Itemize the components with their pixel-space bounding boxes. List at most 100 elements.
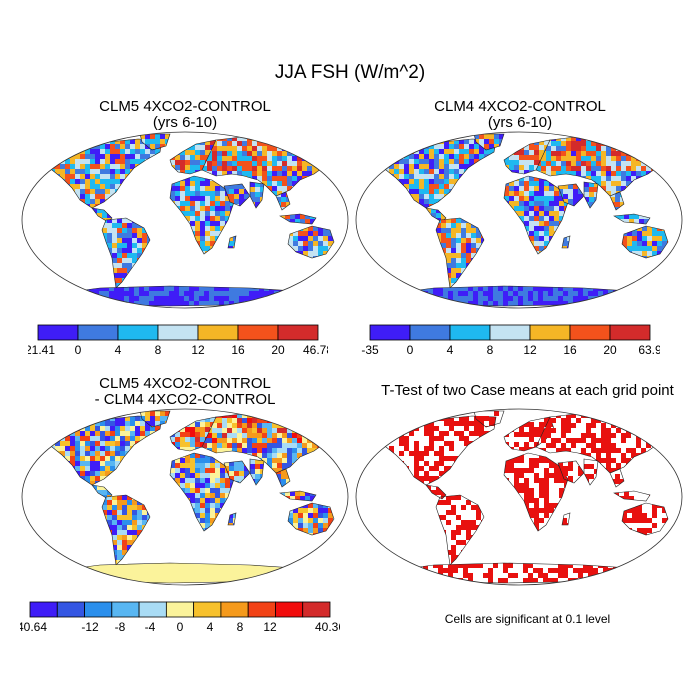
grid-cell [60, 481, 65, 485]
grid-cell [464, 416, 469, 421]
grid-cell [603, 296, 608, 301]
grid-cell [292, 146, 297, 151]
coastline-australia [287, 225, 335, 259]
grid-cell [97, 218, 102, 222]
grid-cell [210, 236, 215, 241]
grid-cell [262, 413, 267, 418]
grid-cell [327, 438, 332, 443]
grid-cell [529, 206, 534, 211]
grid-cell [559, 226, 564, 231]
grid-cell [145, 466, 150, 471]
grid-cell [534, 150, 539, 155]
grid-cell [484, 149, 489, 150]
grid-cell [544, 483, 549, 488]
grid-cell [170, 186, 175, 191]
grid-cell [484, 476, 489, 481]
grid-cell [504, 483, 509, 488]
grid-cell [150, 204, 155, 208]
grid-cell [185, 437, 190, 442]
grid-cell [414, 139, 419, 144]
grid-cell [389, 184, 394, 189]
grid-cell [205, 513, 210, 518]
grid-cell [646, 176, 651, 181]
grid-cell [653, 291, 654, 296]
grid-cell [45, 426, 50, 431]
grid-cell [309, 301, 314, 306]
grid-cell [648, 286, 653, 291]
grid-cell [189, 578, 194, 583]
grid-cell [150, 179, 155, 184]
grid-cell [409, 204, 414, 208]
grid-cell [55, 179, 60, 184]
grid-cell [260, 207, 264, 208]
grid-cell [551, 151, 556, 156]
grid-cell [384, 189, 389, 194]
grid-cell [404, 481, 409, 485]
grid-cell [458, 286, 463, 291]
grid-cell [252, 418, 257, 423]
grid-cell [65, 436, 70, 441]
grid-cell [175, 523, 180, 528]
grid-cell [112, 223, 117, 228]
grid-cell [125, 431, 130, 436]
grid-cell [312, 458, 317, 463]
grid-cell [230, 478, 234, 483]
grid-cell [194, 563, 199, 568]
grid-cell [564, 231, 568, 236]
grid-cell [215, 201, 220, 206]
grid-cell [132, 248, 137, 253]
grid-cell [260, 202, 264, 207]
grid-cell [132, 268, 137, 273]
grid-cell [140, 184, 145, 189]
grid-cell [554, 201, 559, 206]
grid-cell [439, 149, 444, 154]
grid-cell [110, 149, 115, 154]
grid-cell [200, 478, 205, 483]
grid-cell [414, 144, 419, 149]
grid-cell [100, 199, 105, 204]
grid-cell [434, 481, 439, 485]
grid-cell [439, 164, 444, 169]
grid-cell [239, 578, 244, 583]
grid-cell [559, 196, 564, 201]
grid-cell [456, 223, 461, 228]
grid-cell [229, 189, 234, 194]
grid-cell [317, 186, 322, 191]
grid-cell [464, 174, 469, 179]
grid-cell [409, 431, 414, 436]
grid-cell [80, 451, 85, 456]
grid-cell [631, 141, 636, 146]
grid-cell [115, 461, 120, 466]
grid-cell [528, 286, 533, 291]
grid-cell [250, 469, 255, 474]
coastline-central-america [425, 484, 447, 500]
grid-cell [164, 573, 169, 578]
grid-cell [554, 181, 559, 186]
grid-cell [227, 146, 232, 151]
grid-cell [127, 510, 132, 515]
grid-cell [85, 164, 90, 169]
grid-cell [549, 191, 554, 196]
grid-cell [155, 179, 160, 184]
grid-cell [481, 223, 484, 228]
grid-cell [404, 149, 409, 154]
grid-cell [237, 151, 242, 156]
grid-cell [164, 296, 169, 301]
grid-cell [114, 573, 119, 578]
grid-cell [556, 181, 561, 186]
grid-cell [80, 194, 85, 199]
grid-cell [424, 451, 429, 456]
grid-cell [451, 233, 456, 238]
grid-cell [147, 268, 150, 273]
grid-cell [551, 156, 556, 161]
grid-cell [104, 563, 109, 568]
grid-cell [75, 456, 80, 461]
grid-cell [489, 436, 494, 441]
grid-cell [249, 568, 254, 573]
grid-cell [185, 186, 190, 191]
grid-cell [424, 476, 429, 481]
grid-cell [276, 207, 281, 210]
grid-cell [608, 286, 613, 291]
grid-cell [174, 578, 179, 583]
grid-cell [185, 241, 190, 246]
